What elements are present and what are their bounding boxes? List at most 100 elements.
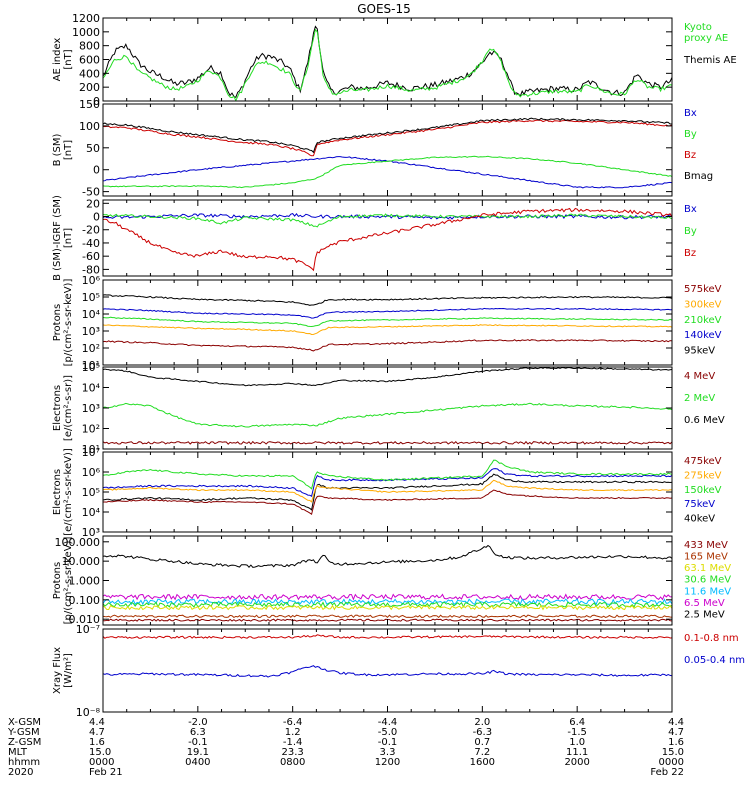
y-tick-label-protons_kev-5: 10⁶: [82, 274, 101, 287]
legend-entry-bsm-1: By: [684, 129, 697, 140]
series-group-xray: [103, 634, 672, 678]
footer-cell-1-0: -2.0: [188, 717, 208, 728]
footer-row-label-mlt: MLT: [8, 747, 28, 758]
y-tick-label-ae-3: 600: [79, 54, 100, 67]
series-bsm-bz: [103, 119, 672, 157]
footer-cell-1-2: -0.1: [188, 737, 208, 748]
legend-entry-bdiff-2: Bz: [684, 248, 696, 259]
y-tick-label-bdiff-0: -80: [82, 263, 100, 276]
legend-entry-bdiff-1: By: [684, 226, 697, 237]
panel-frame-bdiff: [102, 199, 673, 277]
legend-entry-electrons_kev-0: 475keV: [684, 456, 722, 467]
footer-cell-5-1: -1.5: [567, 727, 587, 738]
footer-cell-2-0: -6.4: [283, 717, 303, 728]
y-axis-label-line-protons_kev-0: Protons: [52, 304, 63, 341]
series-group-ae: [103, 25, 672, 101]
y-tick-label-ae-1: 200: [79, 81, 100, 94]
chart-title: GOES-15: [357, 2, 411, 16]
footer-cell-1-4: 0400: [185, 757, 210, 768]
panel-protons_mev: 0.0100.1001.00010.000100.000Protons[p/(c…: [52, 535, 731, 626]
series-group-protons_kev: [103, 294, 672, 352]
footer-cell-4-3: 7.2: [474, 747, 490, 758]
y-tick-label-bsm-0: -50: [82, 186, 100, 199]
footer-cell-0-5: Feb 21: [89, 767, 123, 778]
legend-entry-electrons_mev-1: 2 MeV: [684, 393, 715, 404]
series-electrons_kev-40kev: [103, 473, 672, 511]
legend-entry-electrons_kev-3: 75keV: [684, 499, 715, 510]
orbit-footer-table: X-GSMY-GSMZ-GSMMLThhmm20204.44.71.615.00…: [7, 717, 684, 778]
footer-cell-5-2: 1.0: [569, 737, 585, 748]
legend-entry-protons_mev-2: 63.1 MeV: [684, 563, 731, 574]
legend-entry-electrons_mev-2: 0.6 MeV: [684, 415, 725, 426]
footer-cell-6-4: 0000: [659, 757, 684, 768]
y-tick-label-protons_kev-4: 10⁵: [82, 291, 100, 304]
series-protons_kev-140kev: [103, 307, 672, 319]
y-axis-label-line-ae-0: AE index: [52, 38, 63, 82]
legend-entry-protons_kev-1: 300keV: [684, 299, 722, 310]
footer-cell-3-2: -0.1: [378, 737, 398, 748]
footer-cell-5-0: 6.4: [569, 717, 585, 728]
legend-entry-protons_kev-3: 140keV: [684, 330, 722, 341]
y-tick-label-ae-4: 800: [79, 40, 100, 53]
y-tick-label-bsm-4: 150: [79, 98, 100, 111]
panel-frame-protons_kev: [102, 279, 673, 366]
footer-cell-0-4: 0000: [89, 757, 114, 768]
footer-cell-4-0: 2.0: [474, 717, 490, 728]
footer-row-label-z-gsm: Z-GSM: [8, 737, 41, 748]
series-bsm-by: [103, 155, 672, 189]
y-tick-label-ae-6: 1200: [72, 12, 100, 25]
legend-entry-protons_mev-5: 6.5 MeV: [684, 598, 725, 609]
y-axis-label-line-protons_kev-1: [p/(cm²-s-sr-keV)]: [63, 279, 74, 367]
panel-electrons_mev: 10¹ 10² 10³ 10⁴ 10⁵ Electrons[e/(cm²-s-sr)] 4 …: [52, 361, 725, 456]
legend-entry-protons_mev-3: 30.6 MeV: [684, 575, 731, 586]
y-axis-label-line-bdiff-1: [nT]: [63, 228, 74, 248]
footer-row-label-x-gsm: X-GSM: [8, 717, 41, 728]
y-tick-label-ae-2: 400: [79, 67, 100, 80]
footer-row-label-hhmm: hhmm: [8, 757, 40, 768]
footer-cell-5-4: 2000: [564, 757, 589, 768]
series-electrons_mev-2-mev: [103, 402, 672, 428]
footer-cell-2-1: 1.2: [285, 727, 301, 738]
footer-cell-3-4: 1200: [375, 757, 400, 768]
y-axis-label-line-electrons_kev-0: Electrons: [52, 469, 63, 515]
panel-bsm: -50 0 50 100 150 B (SM)[nT] Bx By Bz Bmag: [52, 98, 713, 199]
series-ae-themis-ae: [103, 25, 672, 98]
legend-entry-protons_mev-1: 165 MeV: [684, 552, 728, 563]
series-electrons_kev-275kev: [103, 479, 672, 503]
panel-frame-electrons_mev: [102, 366, 673, 450]
y-tick-label-electrons_mev-3: 10⁴: [82, 382, 101, 395]
footer-cell-1-3: 19.1: [187, 747, 209, 758]
footer-cell-0-1: 4.7: [89, 727, 105, 738]
y-tick-label-protons_mev-2: 1.000: [69, 575, 101, 588]
legend-entry-ae-0-1: proxy AE: [684, 33, 728, 44]
y-axis-label-line-ae-1: [nT]: [63, 49, 74, 69]
legend-entry-protons_kev-0: 575keV: [684, 284, 722, 295]
footer-cell-0-3: 15.0: [89, 747, 111, 758]
legend-entry-xray-1: 0.05-0.4 nm: [684, 655, 745, 666]
panel-frame-protons_mev: [102, 535, 673, 626]
footer-cell-1-1: 6.3: [190, 727, 206, 738]
y-axis-label-line-bsm-0: B (SM): [52, 133, 63, 166]
series-bsm-bmag: [103, 117, 672, 154]
footer-row-label-2020: 2020: [8, 767, 33, 778]
y-tick-label-protons_mev-0: 0.010: [69, 613, 101, 626]
footer-cell-4-2: 0.7: [474, 737, 490, 748]
series-xray-0-1-0-8-nm: [103, 634, 672, 639]
series-ae-kyoto-proxy-ae: [103, 28, 672, 101]
y-tick-label-electrons_mev-2: 10³: [82, 402, 100, 415]
footer-cell-6-2: 1.6: [668, 737, 684, 748]
footer-cell-4-1: -6.3: [473, 727, 493, 738]
series-protons_kev-210kev: [103, 316, 672, 328]
series-group-bsm: [103, 117, 672, 189]
y-tick-label-bsm-2: 50: [86, 142, 100, 155]
y-tick-label-protons_mev-1: 0.100: [69, 594, 101, 607]
y-axis-label-line-electrons_mev-1: [e/(cm²-s-sr)]: [63, 375, 74, 441]
y-tick-label-bdiff-5: 20: [86, 197, 100, 210]
y-axis-label-line-xray-1: [W/m²]: [63, 653, 74, 688]
legend-entry-protons_kev-2: 210keV: [684, 315, 722, 326]
footer-cell-2-4: 0800: [280, 757, 305, 768]
legend-entry-bsm-0: Bx: [684, 108, 697, 119]
legend-entry-electrons_kev-1: 275keV: [684, 470, 722, 481]
